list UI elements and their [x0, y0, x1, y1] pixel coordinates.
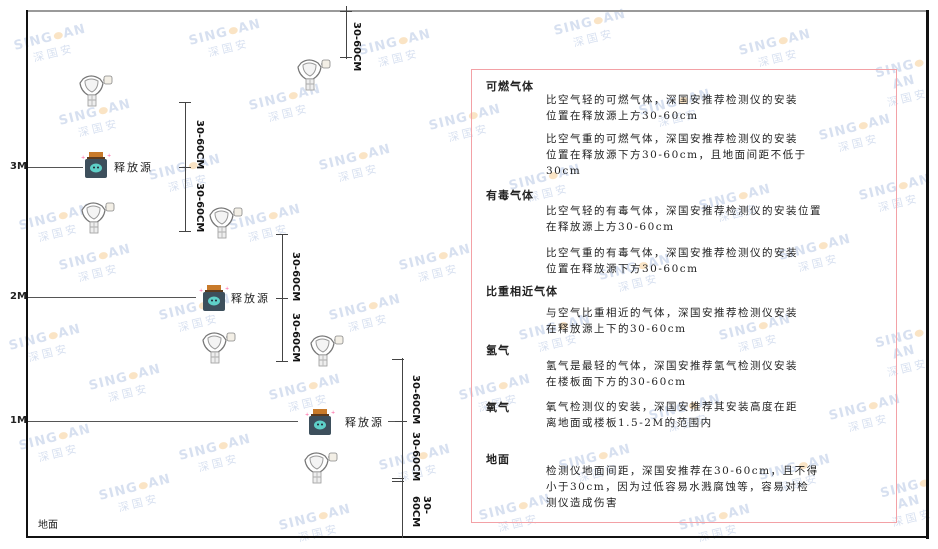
ground-line — [26, 536, 929, 538]
right-border — [926, 10, 929, 539]
installation-guide-panel: 可燃气体 比空气轻的可燃气体，深国安推荐检测仪的安装 位置在释放源上方30-60… — [471, 69, 897, 523]
section-title-combustible: 可燃气体 — [486, 80, 534, 93]
dimension-label: 30-60CM — [410, 496, 432, 528]
section-text: 比空气重的可燃气体，深国安推荐检测仪的安装 位置在释放源下方30-60cm，且地… — [546, 133, 807, 177]
section-title-similar-density: 比重相近气体 — [486, 285, 558, 298]
source-label: 释放源 — [231, 292, 270, 305]
dimension-label: 30-60CM — [351, 22, 362, 72]
level-1m-label: 1M — [10, 415, 27, 426]
dimension-label: 30-60CM — [194, 183, 205, 233]
level-3m-label: 3M — [10, 161, 27, 172]
dimension-label: 30-60CM — [290, 252, 301, 302]
section-text: 氢气是最轻的气体，深国安推荐氢气检测仪安装 在楼板面下方的30-60cm — [546, 360, 798, 388]
section-text: 检测仪地面间距，深国安推荐在30-60cm，且不得 小于30cm，因为过低容易水… — [546, 465, 819, 509]
gas-detector-icon — [201, 330, 237, 364]
source-label: 释放源 — [114, 161, 153, 174]
dimension-label: 30-60CM — [194, 120, 205, 170]
source-label: 释放源 — [345, 416, 384, 429]
gas-detector-icon — [78, 73, 114, 107]
section-text: 氧气检测仪的安装，深国安推荐其安装高度在距 离地面或楼板1.5-2M的范围内 — [546, 401, 798, 429]
wall-line — [26, 10, 28, 538]
dimension-label: 30-60CM — [410, 375, 421, 425]
section-text: 比空气轻的可燃气体，深国安推荐检测仪的安装 位置在释放源上方30-60cm — [546, 94, 798, 122]
dimension-label: 30-60CM — [290, 313, 301, 363]
connector-line — [388, 421, 398, 422]
level-2m-label: 2M — [10, 291, 27, 302]
gas-detector-icon — [208, 205, 244, 239]
gas-detector-icon — [80, 200, 116, 234]
section-title-oxygen: 氧气 — [486, 401, 510, 414]
gas-detector-icon — [309, 333, 345, 367]
section-text: 与空气比重相近的气体，深国安推荐检测仪安装 在释放源上下的30-60cm — [546, 307, 798, 335]
release-source-icon — [81, 151, 111, 179]
level-1m-line — [28, 421, 298, 422]
dimension-label: 30-60CM — [410, 432, 421, 482]
section-text: 比空气重的有毒气体，深国安推荐检测仪的安装 位置在释放源下方30-60cm — [546, 247, 798, 275]
level-3m-line — [28, 167, 83, 168]
section-text: 比空气轻的有毒气体，深国安推荐检测仪的安装位置 在释放源上方30-60cm — [546, 205, 822, 233]
dimension-line — [346, 6, 347, 59]
release-source-icon — [305, 408, 335, 436]
section-title-ground: 地面 — [486, 453, 510, 466]
release-source-icon — [199, 284, 229, 312]
ceiling-line — [27, 10, 928, 12]
gas-detector-icon — [303, 450, 339, 484]
dimension-line — [402, 358, 403, 538]
section-title-toxic: 有毒气体 — [486, 189, 534, 202]
level-2m-line — [28, 297, 196, 298]
section-title-hydrogen: 氢气 — [486, 344, 510, 357]
ground-label: 地面 — [38, 520, 58, 531]
gas-detector-icon — [296, 57, 332, 91]
